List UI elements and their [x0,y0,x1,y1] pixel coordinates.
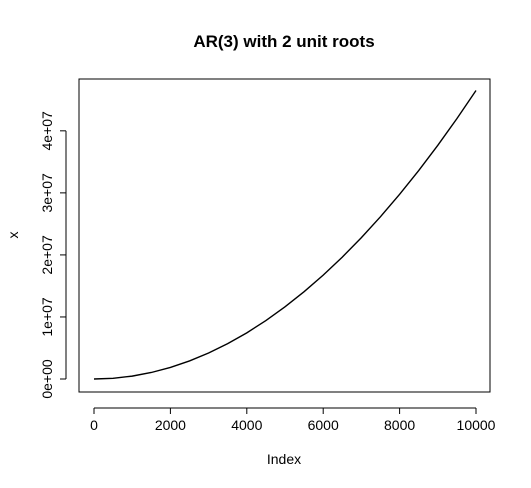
plot-area [78,78,491,393]
series-group [93,90,477,380]
x-tick-label: 2000 [155,417,186,433]
x-tick-label: 0 [90,417,98,433]
y-tick-label: 3e+07 [39,173,55,213]
x-tick-label: 10000 [457,417,496,433]
x-axis: 0 2000 4000 6000 8000 10000 [90,407,496,433]
x-tick-label: 4000 [231,417,262,433]
y-tick-label: 0e+00 [39,359,55,399]
x-tick-label: 6000 [308,417,339,433]
y-axis: 0e+00 1e+07 2e+07 3e+07 4e+07 [39,111,67,399]
y-tick-label: 4e+07 [39,111,55,151]
x-tick-label: 8000 [384,417,415,433]
series-line-x [93,90,477,380]
y-tick-label: 1e+07 [39,297,55,337]
y-tick-label: 2e+07 [39,235,55,275]
chart-title: AR(3) with 2 unit roots [193,32,374,51]
y-axis-label: x [5,232,21,239]
x-axis-label: Index [267,451,301,467]
